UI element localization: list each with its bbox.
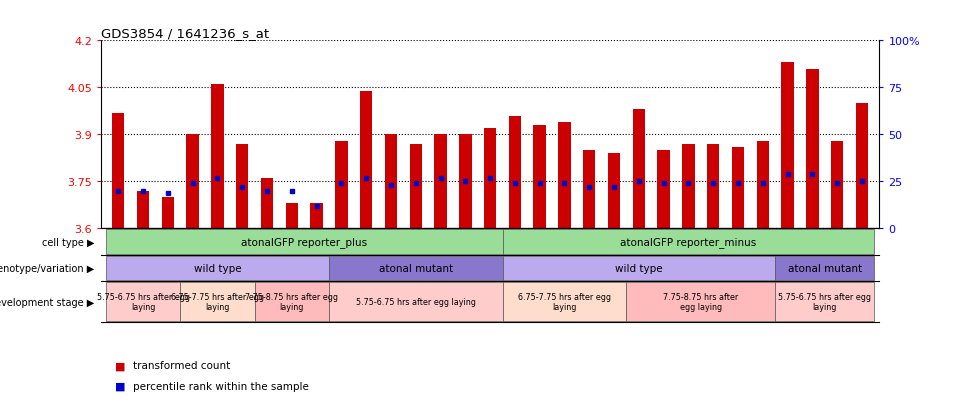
- Text: wild type: wild type: [615, 263, 663, 273]
- Bar: [503, 230, 875, 254]
- Bar: [682, 145, 695, 229]
- Bar: [112, 113, 125, 229]
- Text: atonalGFP reporter_minus: atonalGFP reporter_minus: [620, 237, 756, 247]
- Bar: [583, 151, 596, 229]
- Bar: [106, 283, 181, 321]
- Bar: [627, 283, 776, 321]
- Text: 5.75-6.75 hrs after egg
laying: 5.75-6.75 hrs after egg laying: [778, 292, 872, 311]
- Bar: [211, 85, 224, 229]
- Bar: [329, 256, 503, 281]
- Bar: [409, 145, 422, 229]
- Bar: [106, 230, 503, 254]
- Bar: [503, 283, 627, 321]
- Bar: [707, 145, 720, 229]
- Text: 7.75-8.75 hrs after
egg laying: 7.75-8.75 hrs after egg laying: [663, 292, 738, 311]
- Bar: [459, 135, 472, 229]
- Text: 5.75-6.75 hrs after egg laying: 5.75-6.75 hrs after egg laying: [356, 297, 476, 306]
- Bar: [776, 283, 875, 321]
- Bar: [806, 69, 819, 229]
- Bar: [384, 135, 397, 229]
- Bar: [732, 147, 744, 229]
- Text: wild type: wild type: [193, 263, 241, 273]
- Bar: [236, 145, 248, 229]
- Bar: [335, 141, 348, 229]
- Bar: [360, 91, 372, 229]
- Text: development stage ▶: development stage ▶: [0, 297, 95, 307]
- Bar: [533, 126, 546, 229]
- Text: ■: ■: [115, 361, 126, 370]
- Text: 6.75-7.75 hrs after egg
laying: 6.75-7.75 hrs after egg laying: [518, 292, 611, 311]
- Bar: [106, 256, 329, 281]
- Text: atonalGFP reporter_plus: atonalGFP reporter_plus: [241, 237, 367, 247]
- Bar: [608, 154, 620, 229]
- Text: atonal mutant: atonal mutant: [379, 263, 453, 273]
- Bar: [781, 63, 794, 229]
- Bar: [310, 204, 323, 229]
- Text: transformed count: transformed count: [133, 361, 230, 370]
- Bar: [484, 129, 496, 229]
- Bar: [161, 198, 174, 229]
- Text: genotype/variation ▶: genotype/variation ▶: [0, 263, 95, 273]
- Bar: [508, 116, 521, 229]
- Bar: [136, 191, 149, 229]
- Text: GDS3854 / 1641236_s_at: GDS3854 / 1641236_s_at: [101, 27, 269, 40]
- Bar: [285, 204, 298, 229]
- Bar: [434, 135, 447, 229]
- Bar: [558, 123, 571, 229]
- Bar: [756, 141, 769, 229]
- Text: 5.75-6.75 hrs after egg
laying: 5.75-6.75 hrs after egg laying: [96, 292, 189, 311]
- Text: 6.75-7.75 hrs after egg
laying: 6.75-7.75 hrs after egg laying: [171, 292, 264, 311]
- Bar: [831, 141, 844, 229]
- Bar: [632, 110, 645, 229]
- Bar: [329, 283, 503, 321]
- Text: 7.75-8.75 hrs after egg
laying: 7.75-8.75 hrs after egg laying: [245, 292, 338, 311]
- Bar: [260, 179, 273, 229]
- Bar: [181, 283, 255, 321]
- Bar: [186, 135, 199, 229]
- Bar: [776, 256, 875, 281]
- Text: cell type ▶: cell type ▶: [42, 237, 95, 247]
- Text: ■: ■: [115, 381, 126, 391]
- Text: percentile rank within the sample: percentile rank within the sample: [133, 381, 308, 391]
- Bar: [503, 256, 776, 281]
- Bar: [657, 151, 670, 229]
- Bar: [255, 283, 329, 321]
- Bar: [855, 104, 868, 229]
- Text: atonal mutant: atonal mutant: [788, 263, 862, 273]
